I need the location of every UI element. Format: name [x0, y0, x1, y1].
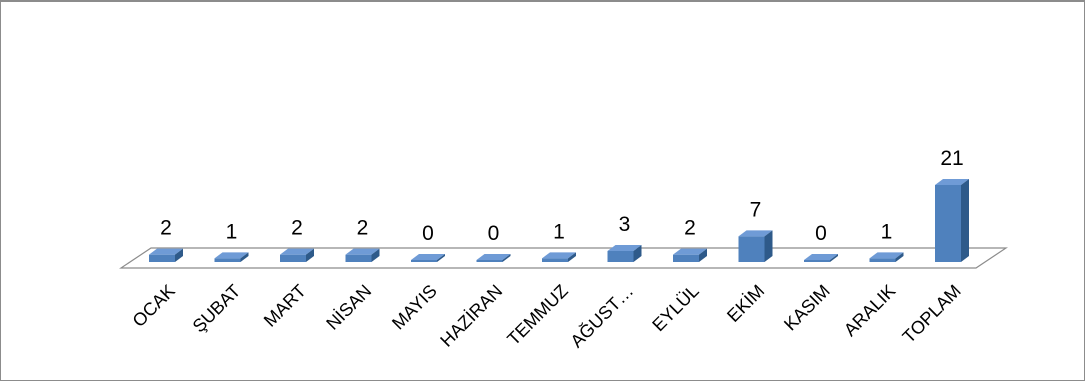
- data-label: 0: [488, 222, 500, 245]
- bar-front: [935, 185, 961, 262]
- tick-label: KASIM: [780, 281, 834, 335]
- bar-top: [607, 245, 642, 251]
- bar: [149, 248, 183, 262]
- data-label: 2: [684, 217, 696, 240]
- bar: [738, 230, 773, 262]
- bar-top: [804, 254, 838, 260]
- bar-side: [699, 248, 707, 262]
- bar: [673, 248, 707, 262]
- bar-front: [345, 254, 372, 262]
- bar-side: [830, 254, 838, 262]
- bar: [411, 254, 445, 262]
- tick-label: AĞUST…: [566, 280, 637, 351]
- bar-front: [476, 260, 503, 262]
- bar-side: [240, 252, 249, 262]
- bar-front: [280, 254, 306, 262]
- data-label: 1: [881, 220, 893, 243]
- data-label: 2: [160, 217, 172, 240]
- tick-label: EYLÜL: [648, 281, 702, 335]
- tick-label: HAZİRAN: [436, 281, 506, 351]
- data-label: 2: [357, 217, 369, 240]
- bar-top: [869, 252, 904, 259]
- bar-top: [738, 230, 773, 237]
- bar-side: [633, 245, 642, 262]
- tick-label: NİSAN: [322, 281, 375, 334]
- bar: [935, 179, 969, 262]
- data-label: 1: [553, 220, 565, 243]
- bar-side: [568, 252, 576, 262]
- bar: [542, 252, 576, 262]
- tick-label: OCAK: [129, 281, 179, 331]
- bar-side: [175, 248, 183, 262]
- bar-side: [502, 254, 511, 262]
- tick-label: TOPLAM: [899, 281, 965, 347]
- bar: [280, 248, 314, 262]
- bar: [476, 254, 511, 262]
- bar: [804, 254, 838, 262]
- bar-top: [214, 252, 249, 259]
- bar-front: [542, 258, 568, 262]
- bar-top: [411, 254, 445, 260]
- tick-label: ARALIK: [840, 281, 899, 340]
- data-label: 7: [750, 198, 762, 221]
- bar-front: [214, 258, 241, 262]
- bar-front: [673, 254, 699, 262]
- bar-top: [149, 248, 183, 255]
- tick-label: TEMMUZ: [503, 281, 572, 350]
- bar-top: [345, 248, 380, 255]
- data-labels: 2 1 2 2 0 0 1 3 270 121: [160, 147, 964, 245]
- bar: [869, 252, 904, 262]
- data-label: 3: [619, 213, 631, 236]
- bar-side: [961, 179, 969, 262]
- tick-label: MART: [260, 281, 310, 331]
- bar-top: [673, 248, 707, 255]
- bar-series: [149, 179, 969, 262]
- bar-side: [371, 248, 380, 262]
- tick-label: MAYIS: [388, 281, 441, 334]
- category-axis: OCAK ŞUBAT MART NİSAN MAYISHAZİRANTEMMUZAĞUS…: [129, 280, 965, 351]
- data-label: 21: [940, 147, 963, 170]
- bar: [214, 252, 249, 262]
- data-label: 0: [422, 222, 434, 245]
- data-label: 0: [815, 222, 827, 245]
- bar-side: [437, 254, 445, 262]
- bar-top: [476, 254, 511, 260]
- bar-front: [869, 258, 896, 262]
- bar-top: [542, 252, 576, 259]
- bar-top: [935, 179, 969, 185]
- bar: [345, 248, 380, 262]
- bar-top: [280, 248, 314, 255]
- bar-side: [764, 230, 773, 262]
- tick-label: ŞUBAT: [189, 281, 245, 337]
- data-label: 2: [291, 217, 303, 240]
- bar: [607, 245, 642, 262]
- tick-label: EKİM: [723, 281, 768, 326]
- bar-side: [895, 252, 904, 262]
- bar-front: [738, 236, 765, 262]
- bar-front: [607, 251, 634, 262]
- bar-front: [804, 260, 830, 262]
- data-label: 1: [226, 220, 238, 243]
- bar-front: [149, 254, 175, 262]
- bar-side: [306, 248, 314, 262]
- bar-front: [411, 260, 437, 262]
